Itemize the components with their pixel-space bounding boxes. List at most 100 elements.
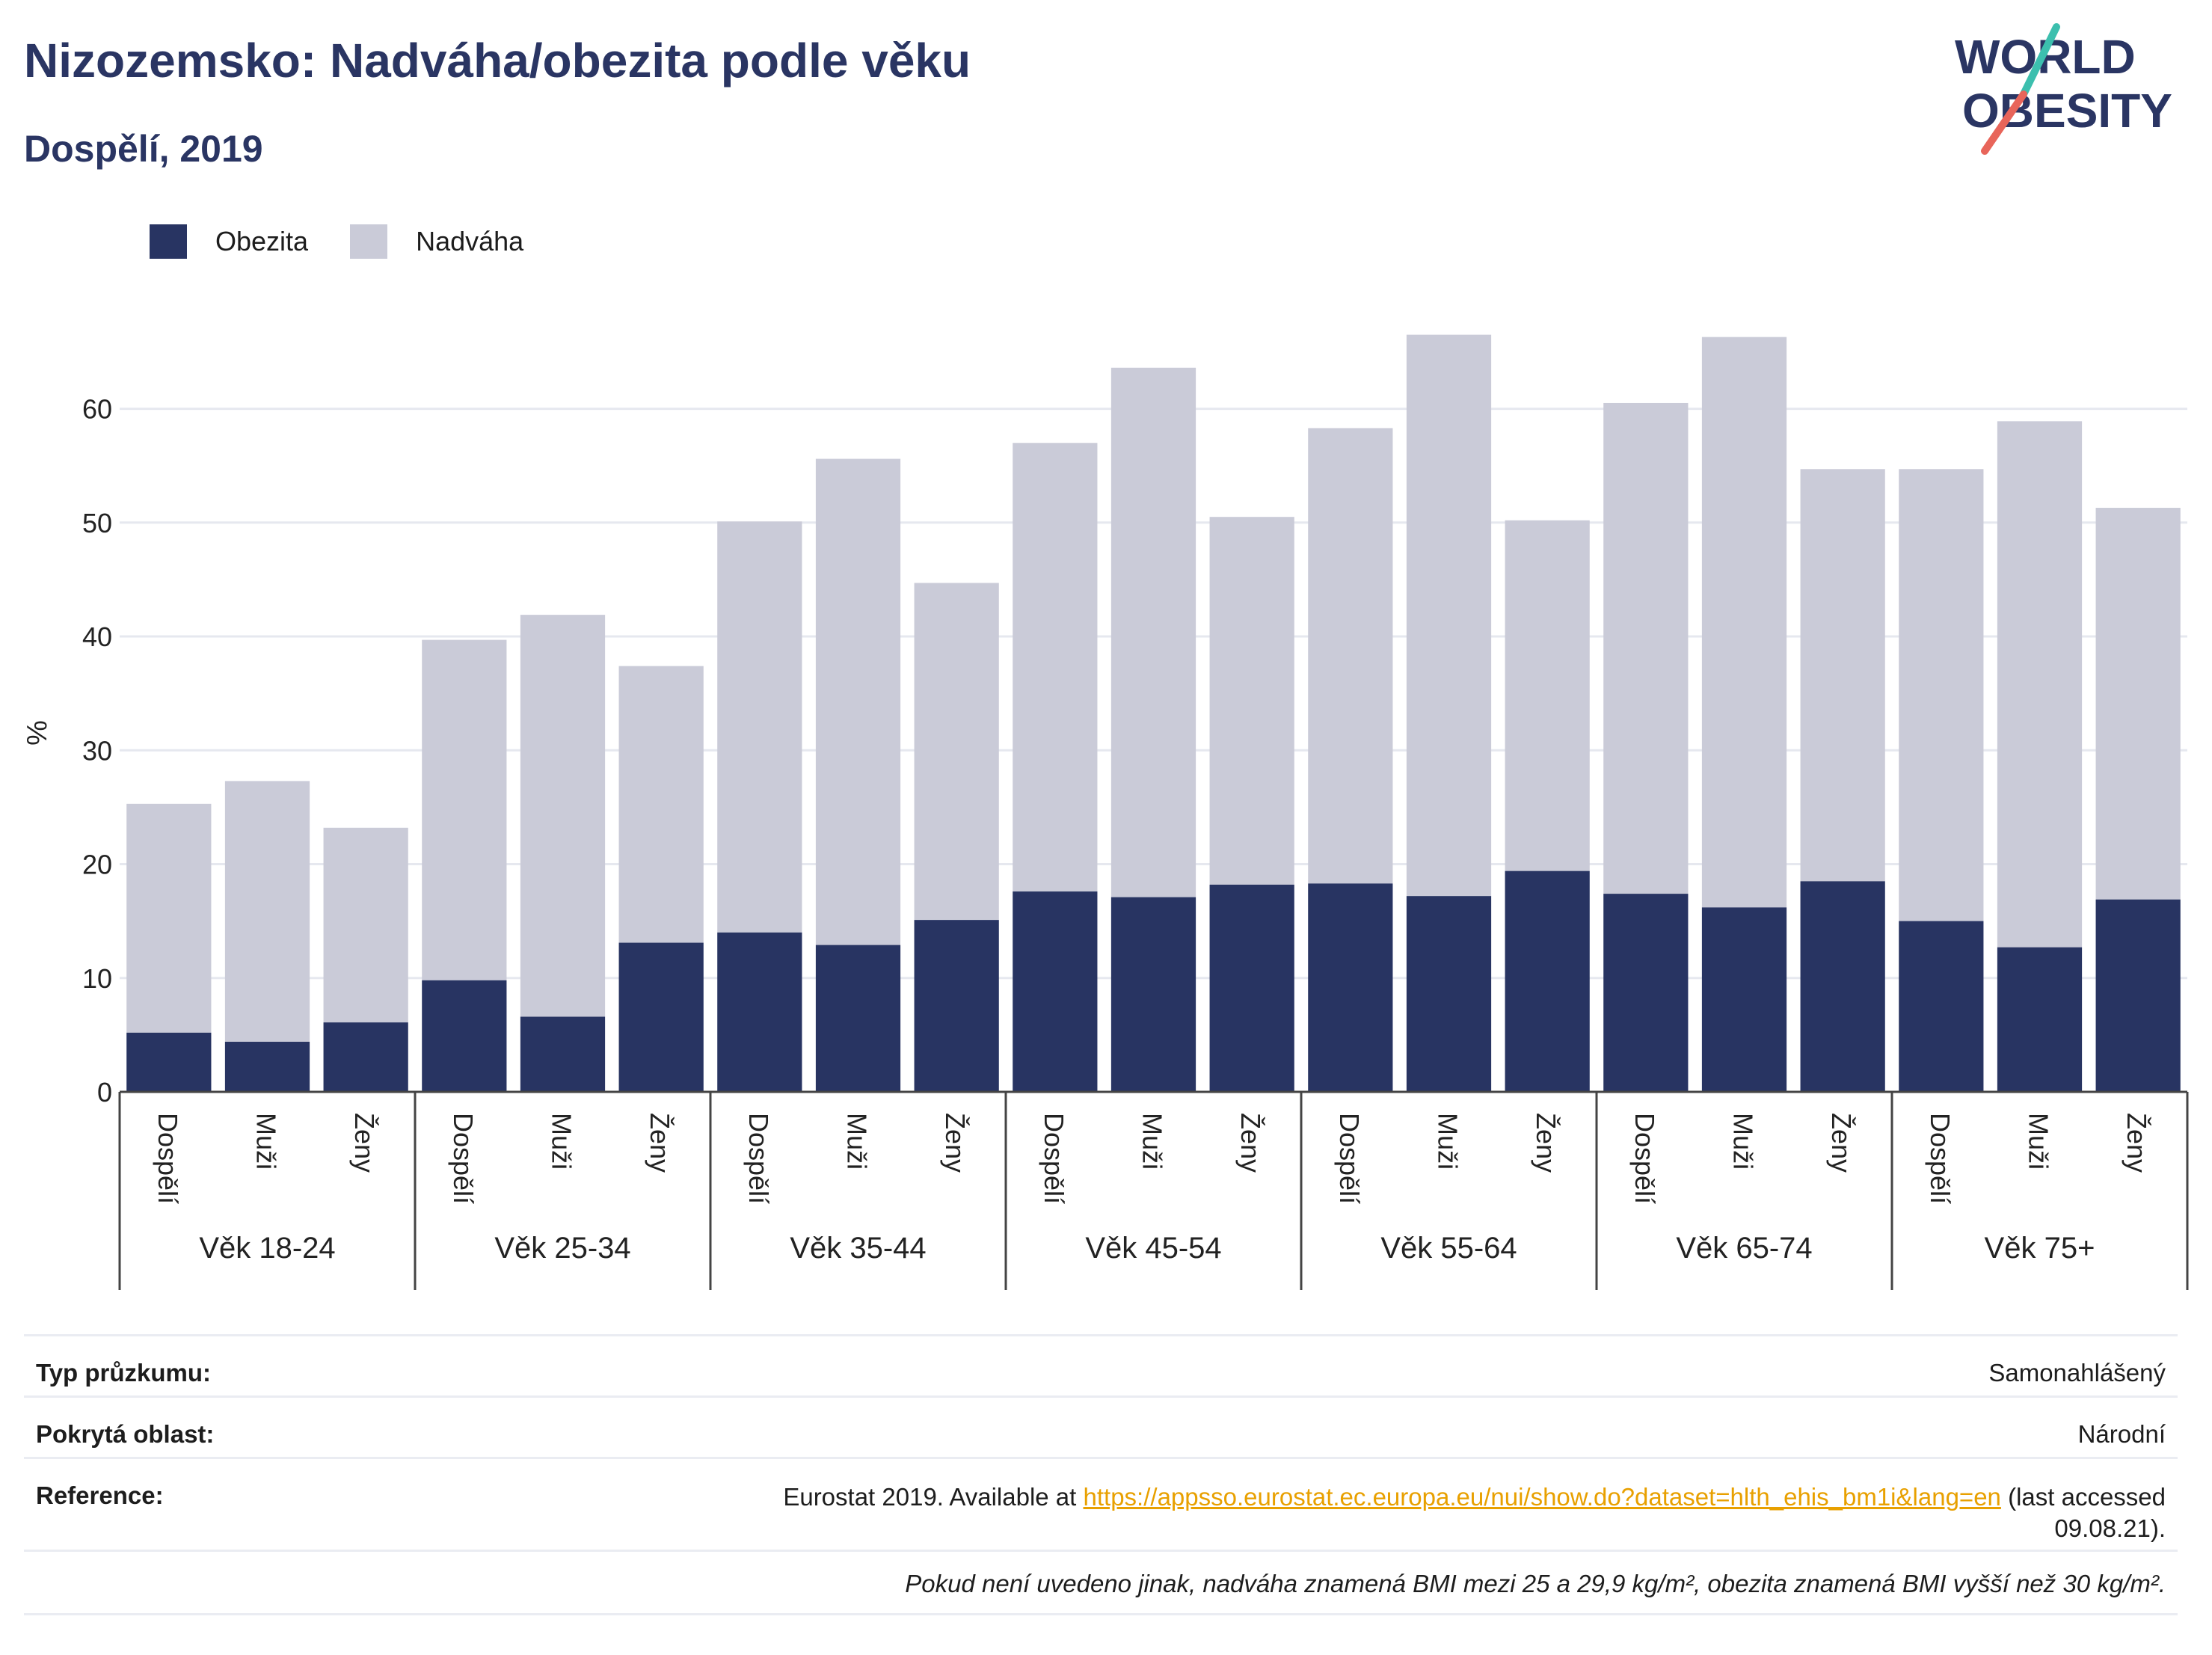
definition-footnote: Pokud není uvedeno jinak, nadváha znamen… [905,1570,2166,1597]
reference-value: Eurostat 2019. Available at https://apps… [783,1481,2166,1544]
x-subcategory-label: Dospělí [153,1113,183,1204]
bar-overweight [1209,517,1294,885]
y-tick-label: 40 [82,621,112,652]
x-subcategory-label: Ženy [1826,1113,1857,1173]
bar-obesity [1800,881,1885,1092]
bar-obesity [1209,884,1294,1092]
bar-obesity [1505,871,1590,1092]
reference-label: Reference: [36,1481,164,1509]
x-group-label: Věk 18-24 [199,1232,335,1265]
bar-overweight [224,781,310,1043]
x-subcategory-label: Dospělí [1629,1113,1660,1204]
bar-obesity [1406,896,1492,1092]
legend-swatch-obesity [150,224,187,259]
y-tick-label: 10 [82,963,112,994]
x-group-label: Věk 45-54 [1085,1232,1221,1265]
bar-overweight [520,615,606,1017]
bar-overweight [1406,334,1492,897]
bar-obesity [1603,894,1689,1092]
bar-overweight [126,803,212,1033]
x-group-label: Věk 65-74 [1676,1232,1812,1265]
x-subcategory-label: Ženy [1531,1113,1561,1173]
reference-suffix: (last accessed [2000,1483,2166,1511]
bar-obesity [1110,897,1196,1092]
legend-label-overweight: Nadváha [416,226,524,257]
info-row-survey-type: Typ průzkumu: Samonahlášený [24,1334,2178,1398]
logo-slash-red [1981,90,2027,155]
y-tick-label: 60 [82,394,112,425]
world-obesity-logo: WORLD OBESITY [1955,23,2172,155]
x-group-label: Věk 75+ [1985,1232,2095,1265]
bar-overweight [422,639,507,980]
bar-obesity [1997,947,2083,1092]
reference-date: 09.08.21). [2054,1514,2166,1542]
chart-title: Nizozemsko: Nadváha/obezita podle věku [24,34,971,87]
x-subcategory-label: Ženy [349,1113,380,1173]
x-subcategory-label: Dospělí [448,1113,479,1204]
logo-line-obesity: OBESITY [1962,84,2172,138]
bar-obesity [2095,899,2181,1092]
info-row-coverage: Pokrytá oblast: Národní [24,1395,2178,1459]
coverage-value: Národní [2077,1420,2166,1448]
bar-obesity [1013,891,1098,1092]
bar-overweight [323,827,408,1023]
survey-type-value: Samonahlášený [1988,1359,2166,1387]
x-group-label: Věk 25-34 [494,1232,630,1265]
x-subcategory-label: Muži [1433,1113,1463,1170]
info-row-reference: Reference: Eurostat 2019. Available at h… [24,1457,2178,1552]
bar-obesity [1899,921,1984,1092]
bar-obesity [1701,907,1787,1092]
x-subcategory-label: Muži [1728,1113,1759,1170]
bar-overweight [618,666,704,943]
y-tick-label: 20 [82,850,112,880]
bar-overweight [1308,428,1393,884]
bar-overweight [1800,469,1885,882]
bar-overweight [1899,469,1984,921]
x-subcategory-label: Dospělí [1334,1113,1365,1204]
bar-overweight [1110,367,1196,897]
x-subcategory-label: Dospělí [743,1113,774,1204]
y-axis-label: % [22,720,53,746]
bar-overweight [1505,520,1590,871]
x-subcategory-label: Ženy [2122,1113,2152,1173]
bar-overweight [1013,443,1098,892]
x-group-label: Věk 35-44 [790,1232,926,1265]
coverage-label: Pokrytá oblast: [36,1420,215,1448]
bar-overweight [1701,337,1787,908]
bar-obesity [422,980,507,1092]
bar-overweight [1997,421,2083,948]
info-row-footnote: Pokud není uvedeno jinak, nadváha znamen… [24,1550,2178,1615]
bar-obesity [914,920,999,1092]
chart-subtitle: Dospělí, 2019 [24,128,263,170]
stacked-bar-chart: 0 10 20 30 40 50 60% Dospělí Muži Ženy Dospělí Muži… [22,334,2189,1290]
y-tick-label: 50 [82,508,112,538]
x-subcategory-label: Dospělí [1925,1113,1956,1204]
y-tick-label: 30 [82,735,112,766]
legend: Obezita Nadváha [150,223,565,260]
bar-obesity [224,1042,310,1092]
legend-swatch-overweight [350,224,388,259]
reference-link[interactable]: https://appsso.eurostat.ec.europa.eu/nui… [1083,1483,2001,1511]
bar-obesity [1308,883,1393,1092]
bar-obesity [126,1032,212,1092]
bar-obesity [618,942,704,1092]
bar-overweight [914,583,999,921]
bar-obesity [717,932,802,1092]
x-subcategory-label: Muži [251,1113,282,1170]
bar-overweight [1603,402,1689,894]
logo-slash-teal [2020,23,2060,98]
x-subcategory-label: Ženy [940,1113,971,1173]
survey-type-label: Typ průzkumu: [36,1359,212,1387]
bar-obesity [815,945,901,1092]
x-subcategory-label: Muži [2024,1113,2054,1170]
x-subcategory-label: Ženy [645,1113,675,1173]
y-tick-label: 0 [97,1077,112,1108]
bar-overweight [2095,508,2181,900]
legend-label-obesity: Obezita [215,226,309,257]
bar-overweight [717,521,802,933]
x-group-label: Věk 55-64 [1380,1232,1517,1265]
bar-overweight [815,458,901,945]
reference-prefix: Eurostat 2019. Available at [783,1483,1084,1511]
x-subcategory-label: Muži [547,1113,577,1170]
x-subcategory-label: Ženy [1235,1113,1266,1173]
